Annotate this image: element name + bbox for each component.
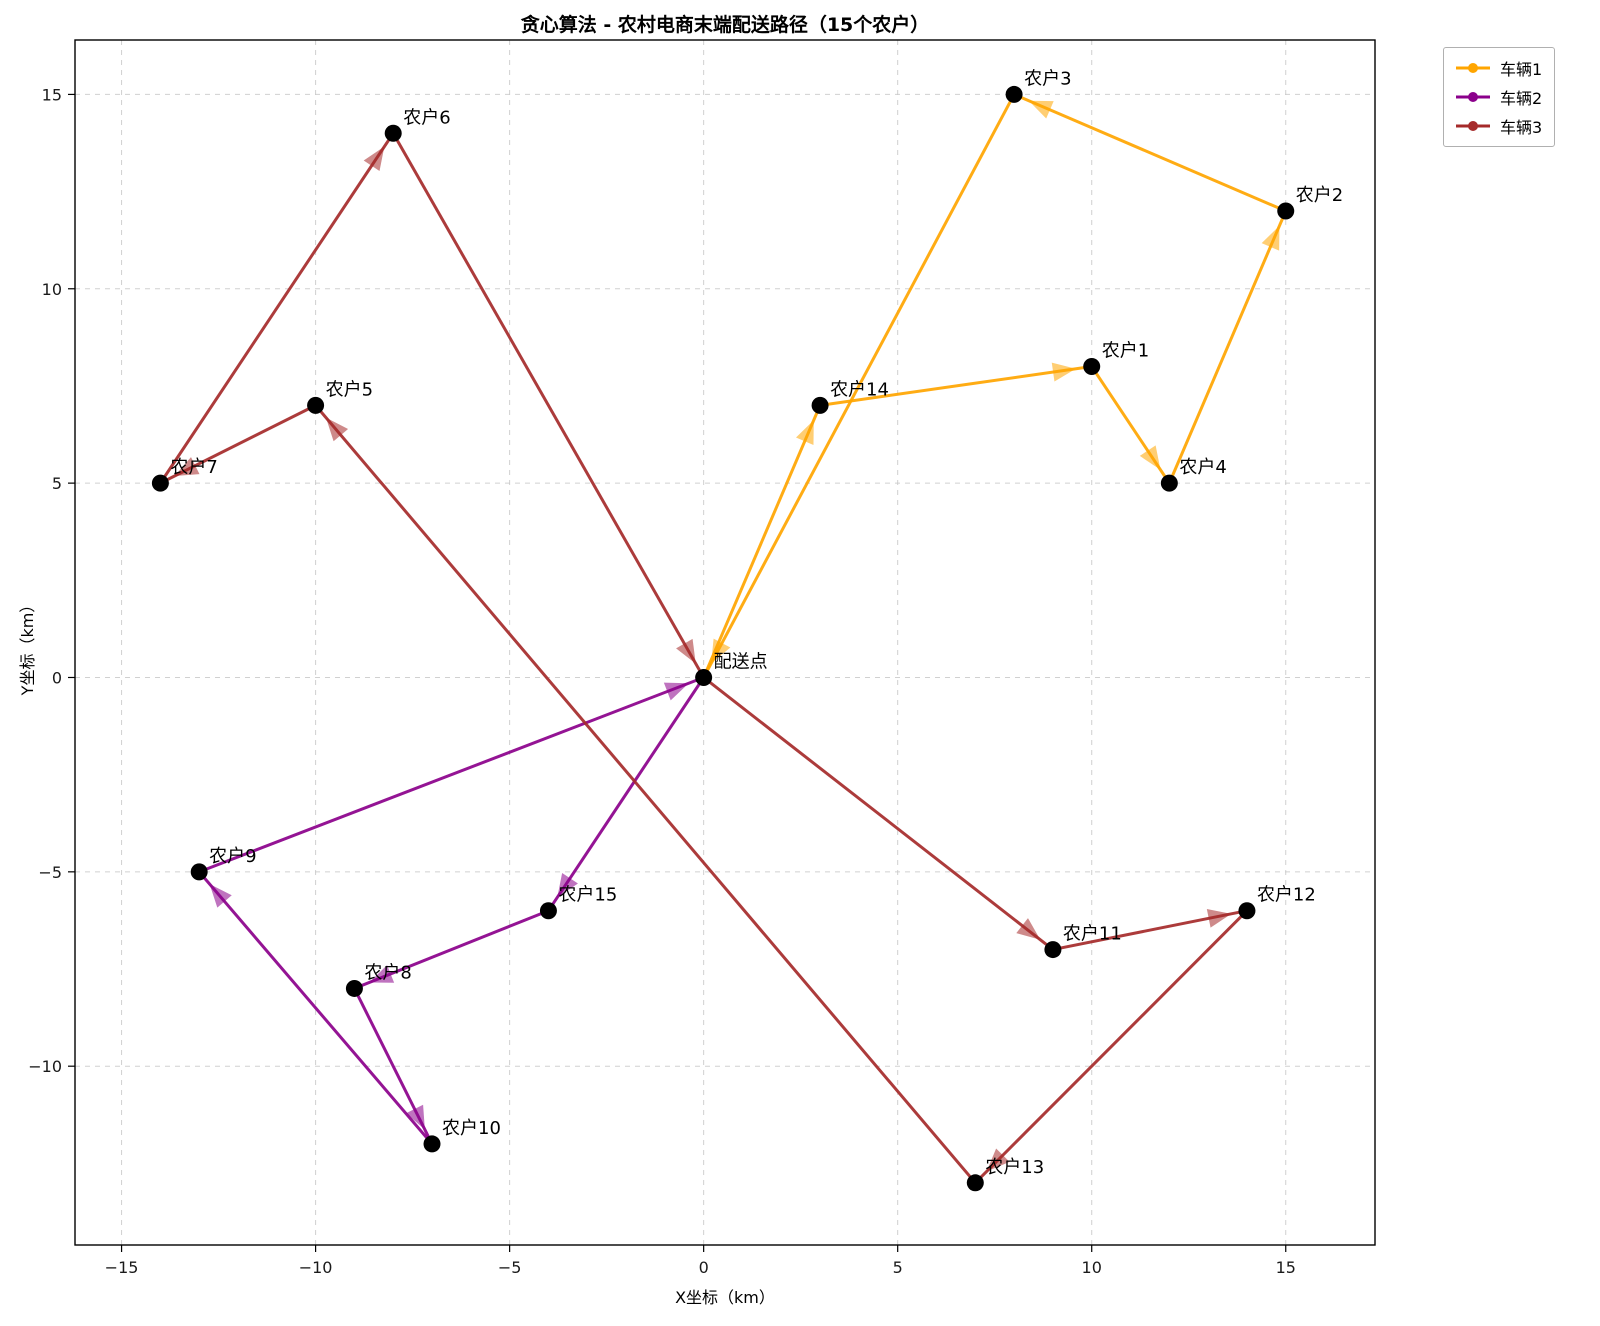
- route-arrow: [795, 420, 814, 445]
- axes-frame: [74, 39, 1376, 1246]
- legend-entry-vehicle-1: 车辆1: [1454, 56, 1542, 80]
- node-marker-farmer-6: [384, 124, 402, 142]
- route-arrow: [369, 965, 395, 983]
- route-segment: [702, 93, 1016, 679]
- y-tick-label: −5: [38, 863, 62, 882]
- x-tick-label: 5: [893, 1258, 903, 1277]
- route-arrow: [986, 1148, 1010, 1172]
- route-arrow: [406, 1104, 425, 1130]
- y-axis-ticks: −10 −5 0 5 10 15: [28, 85, 75, 1076]
- node-label-depot: 配送点: [714, 651, 768, 672]
- node-marker-farmer-7: [151, 474, 169, 492]
- legend-label: 车辆1: [1500, 60, 1543, 79]
- x-tick-label: −5: [498, 1258, 522, 1277]
- legend-swatch: [1456, 121, 1490, 131]
- grid-lines: [75, 40, 1375, 1245]
- node-marker-farmer-11: [1044, 941, 1062, 959]
- node-marker-farmer-4: [1160, 474, 1178, 492]
- node-label-farmer-7: 农户7: [170, 457, 217, 478]
- route-arrow: [676, 638, 696, 664]
- nodes: 配送点 农户1 农户2 农户3 农户4 农户5 农户6 农户7 农户8 农户9 农户10 农户11 农户…: [151, 68, 1343, 1192]
- route-segment: [974, 909, 1249, 1184]
- node-label-farmer-11: 农户11: [1063, 924, 1122, 945]
- route-segment: [702, 676, 1054, 951]
- route-segment: [314, 404, 977, 1184]
- node-label-farmer-3: 农户3: [1024, 68, 1071, 89]
- node-label-farmer-9: 农户9: [209, 846, 256, 867]
- route-segment: [198, 870, 434, 1145]
- route-arrow: [1206, 909, 1232, 928]
- route-arrow: [174, 457, 200, 476]
- route-vehicle-2: [198, 676, 705, 1145]
- x-tick-label: 0: [699, 1258, 709, 1277]
- x-tick-label: 15: [1276, 1258, 1296, 1277]
- node-label-farmer-1: 农户1: [1102, 341, 1149, 362]
- y-tick-label: 5: [52, 474, 62, 493]
- route-segment: [702, 404, 822, 679]
- node-marker-farmer-9: [190, 863, 208, 881]
- route-arrow: [363, 146, 385, 172]
- route-arrow: [1261, 225, 1280, 251]
- y-tick-label: 15: [42, 85, 62, 104]
- node-marker-farmer-15: [539, 902, 557, 920]
- route-arrow: [711, 638, 731, 664]
- node-label-farmer-8: 农户8: [364, 962, 411, 983]
- node-label-farmer-6: 农户6: [403, 107, 450, 128]
- x-tick-label: −15: [105, 1258, 139, 1277]
- route-segment: [1167, 210, 1288, 484]
- node-marker-farmer-12: [1238, 902, 1256, 920]
- node-marker-farmer-1: [1083, 358, 1101, 376]
- y-tick-label: 10: [42, 280, 62, 299]
- route-segment: [391, 132, 705, 679]
- route-segment: [1013, 93, 1287, 213]
- x-tick-label: 10: [1082, 1258, 1102, 1277]
- node-label-farmer-14: 农户14: [830, 379, 889, 400]
- chart-title: 贪心算法 - 农村电商末端配送路径（15个农户）: [520, 14, 930, 36]
- legend-swatch: [1456, 92, 1490, 102]
- route-arrow: [209, 883, 232, 908]
- route-segment: [198, 676, 705, 874]
- legend-swatch: [1456, 63, 1490, 73]
- node-label-farmer-13: 农户13: [985, 1157, 1044, 1178]
- node-label-farmer-4: 农户4: [1179, 457, 1226, 478]
- node-label-farmer-2: 农户2: [1296, 185, 1343, 206]
- x-axis-label: X坐标（km）: [675, 1288, 775, 1307]
- node-marker-farmer-5: [307, 396, 325, 414]
- node-label-farmer-15: 农户15: [558, 885, 617, 906]
- legend-label: 车辆2: [1500, 89, 1543, 108]
- route-segment: [547, 676, 705, 912]
- node-label-farmer-5: 农户5: [326, 379, 373, 400]
- legend-entry-vehicle-2: 车辆2: [1454, 85, 1542, 109]
- y-axis-label: Y坐标（km）: [18, 596, 37, 696]
- node-label-farmer-12: 农户12: [1257, 885, 1316, 906]
- node-marker-farmer-14: [811, 396, 829, 414]
- route-segment: [819, 365, 1092, 407]
- node-marker-farmer-8: [345, 979, 363, 997]
- route-vehicle-1: [702, 93, 1288, 679]
- route-arrow: [1051, 362, 1076, 382]
- y-tick-label: −10: [28, 1057, 62, 1076]
- x-tick-label: −10: [299, 1258, 333, 1277]
- node-marker-farmer-3: [1005, 85, 1023, 103]
- route-arrow: [325, 417, 349, 442]
- route-arrow: [1016, 918, 1041, 940]
- route-arrow: [663, 682, 689, 701]
- route-segment: [159, 132, 395, 484]
- route-arrow: [1139, 445, 1161, 470]
- legend: 车辆1 车辆2 车辆3: [1443, 47, 1556, 147]
- x-axis-ticks: −15 −10 −5 0 5 10 15: [105, 1245, 1296, 1277]
- legend-label: 车辆3: [1500, 118, 1543, 137]
- node-marker-farmer-2: [1277, 202, 1295, 220]
- route-arrow: [1028, 100, 1054, 119]
- y-tick-label: 0: [52, 668, 62, 687]
- legend-entry-vehicle-3: 车辆3: [1454, 114, 1542, 138]
- node-marker-farmer-13: [966, 1174, 984, 1192]
- node-marker-depot: [695, 668, 713, 686]
- route-arrow: [557, 872, 578, 898]
- node-marker-farmer-10: [423, 1135, 441, 1153]
- route-vehicle-3: [159, 132, 1249, 1184]
- node-label-farmer-10: 农户10: [442, 1118, 501, 1139]
